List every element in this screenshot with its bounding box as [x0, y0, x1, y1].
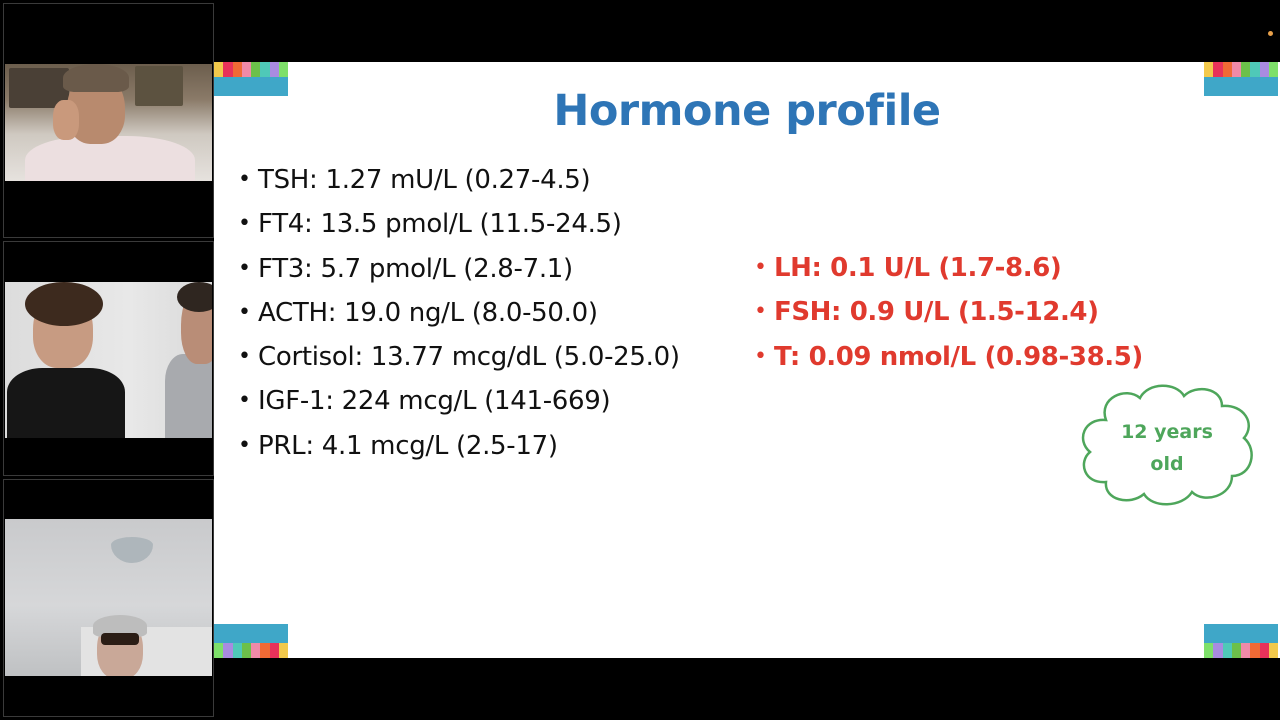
corner-decoration-bottom-right — [1204, 624, 1278, 658]
painting-background — [135, 66, 183, 106]
video-feed — [5, 64, 212, 181]
participant-hair — [177, 282, 212, 312]
participant-video-tile-2[interactable] — [3, 241, 214, 476]
hormone-item-prl: PRL: 4.1 mcg/L (2.5-17) — [238, 424, 680, 468]
participant-hair — [63, 64, 129, 92]
age-callout-line2: old — [1150, 453, 1184, 475]
hormone-item-cortisol: Cortisol: 13.77 mcg/dL (5.0-25.0) — [238, 335, 680, 379]
video-feed — [5, 519, 212, 676]
participant-hair — [25, 282, 103, 326]
slide-title: Hormone profile — [553, 86, 941, 136]
hormone-item-tsh: TSH: 1.27 mU/L (0.27-4.5) — [238, 158, 680, 202]
blue-bar — [214, 77, 288, 96]
color-stripes — [214, 62, 288, 77]
hormone-item-acth: ACTH: 19.0 ng/L (8.0-50.0) — [238, 291, 680, 335]
color-stripes — [1204, 643, 1278, 658]
hormone-item-ft4: FT4: 13.5 pmol/L (11.5-24.5) — [238, 202, 680, 246]
recording-indicator-icon — [1268, 31, 1273, 36]
age-callout-text: 12 years old — [1076, 416, 1258, 480]
corner-decoration-top-left — [214, 62, 288, 96]
hormone-list-abnormal: LH: 0.1 U/L (1.7-8.6) FSH: 0.9 U/L (1.5-… — [754, 246, 1143, 379]
hormone-item-fsh: FSH: 0.9 U/L (1.5-12.4) — [754, 290, 1143, 334]
hormone-item-lh: LH: 0.1 U/L (1.7-8.6) — [754, 246, 1143, 290]
participant-video-tile-3[interactable] — [3, 479, 214, 717]
hormone-list-normal: TSH: 1.27 mU/L (0.27-4.5) FT4: 13.5 pmol… — [238, 158, 680, 468]
age-callout-line1: 12 years — [1121, 421, 1213, 443]
corner-decoration-bottom-left — [214, 624, 288, 658]
hormone-item-ft3: FT3: 5.7 pmol/L (2.8-7.1) — [238, 247, 680, 291]
color-stripes — [1204, 62, 1278, 77]
participant-body — [7, 368, 125, 438]
video-feed — [5, 282, 212, 438]
participant-video-tile-1[interactable] — [3, 3, 214, 238]
age-callout-cloud: 12 years old — [1076, 380, 1258, 510]
hormone-item-igf1: IGF-1: 224 mcg/L (141-669) — [238, 379, 680, 423]
blue-bar — [1204, 77, 1278, 96]
participant-hand — [53, 100, 79, 140]
hormone-item-testosterone: T: 0.09 nmol/L (0.98-38.5) — [754, 335, 1143, 379]
corner-decoration-top-right — [1204, 62, 1278, 96]
participant-glasses — [101, 633, 139, 645]
blue-bar — [214, 624, 288, 643]
shared-slide: Hormone profile TSH: 1.27 mU/L (0.27-4.5… — [214, 62, 1280, 658]
cloud-shape-icon — [1081, 384, 1253, 506]
ceiling-lamp — [111, 537, 153, 563]
participant-body — [25, 136, 195, 181]
participant-hair — [93, 615, 147, 637]
blue-bar — [1204, 624, 1278, 643]
color-stripes — [214, 643, 288, 658]
participant-body — [165, 354, 212, 438]
